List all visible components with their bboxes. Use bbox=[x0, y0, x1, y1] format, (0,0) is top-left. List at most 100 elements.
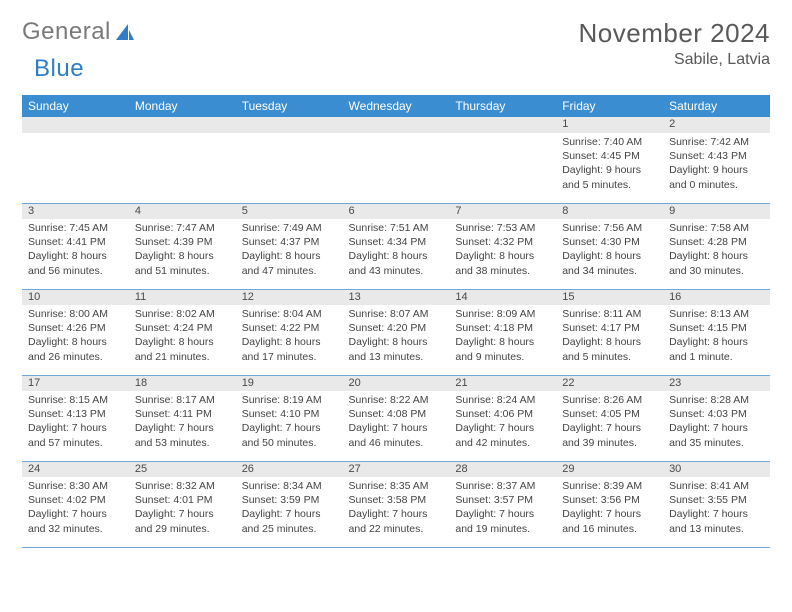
daylight-text: Daylight: 8 hours and 56 minutes. bbox=[28, 249, 123, 277]
daylight-text: Daylight: 8 hours and 9 minutes. bbox=[455, 335, 550, 363]
detail-cell: Sunrise: 8:19 AMSunset: 4:10 PMDaylight:… bbox=[236, 391, 343, 461]
col-sunday: Sunday bbox=[22, 95, 129, 117]
daylight-text: Daylight: 8 hours and 51 minutes. bbox=[135, 249, 230, 277]
sunset-text: Sunset: 4:05 PM bbox=[562, 407, 657, 421]
daynum-cell: 9 bbox=[663, 203, 770, 219]
daylight-text: Daylight: 7 hours and 57 minutes. bbox=[28, 421, 123, 449]
daylight-text: Daylight: 7 hours and 13 minutes. bbox=[669, 507, 764, 535]
sunset-text: Sunset: 3:59 PM bbox=[242, 493, 337, 507]
sunset-text: Sunset: 4:01 PM bbox=[135, 493, 230, 507]
detail-cell: Sunrise: 7:45 AMSunset: 4:41 PMDaylight:… bbox=[22, 219, 129, 289]
daylight-text: Daylight: 8 hours and 1 minute. bbox=[669, 335, 764, 363]
weekday-header-row: Sunday Monday Tuesday Wednesday Thursday… bbox=[22, 95, 770, 117]
detail-cell: Sunrise: 8:30 AMSunset: 4:02 PMDaylight:… bbox=[22, 477, 129, 547]
sunset-text: Sunset: 4:24 PM bbox=[135, 321, 230, 335]
sunset-text: Sunset: 3:58 PM bbox=[349, 493, 444, 507]
col-tuesday: Tuesday bbox=[236, 95, 343, 117]
daynum-cell: 30 bbox=[663, 461, 770, 477]
daylight-text: Daylight: 7 hours and 29 minutes. bbox=[135, 507, 230, 535]
daynum-cell bbox=[236, 117, 343, 133]
daylight-text: Daylight: 8 hours and 17 minutes. bbox=[242, 335, 337, 363]
sunrise-text: Sunrise: 8:04 AM bbox=[242, 307, 337, 321]
sunset-text: Sunset: 4:37 PM bbox=[242, 235, 337, 249]
daynum-cell: 6 bbox=[343, 203, 450, 219]
sunset-text: Sunset: 4:18 PM bbox=[455, 321, 550, 335]
daynum-cell: 14 bbox=[449, 289, 556, 305]
daynum-cell: 17 bbox=[22, 375, 129, 391]
daylight-text: Daylight: 7 hours and 39 minutes. bbox=[562, 421, 657, 449]
sunset-text: Sunset: 4:39 PM bbox=[135, 235, 230, 249]
daylight-text: Daylight: 7 hours and 19 minutes. bbox=[455, 507, 550, 535]
sunrise-text: Sunrise: 8:24 AM bbox=[455, 393, 550, 407]
detail-cell: Sunrise: 7:42 AMSunset: 4:43 PMDaylight:… bbox=[663, 133, 770, 203]
detail-cell: Sunrise: 7:58 AMSunset: 4:28 PMDaylight:… bbox=[663, 219, 770, 289]
daynum-cell: 25 bbox=[129, 461, 236, 477]
daynum-cell: 15 bbox=[556, 289, 663, 305]
daylight-text: Daylight: 7 hours and 16 minutes. bbox=[562, 507, 657, 535]
sunrise-text: Sunrise: 8:17 AM bbox=[135, 393, 230, 407]
daynum-cell: 5 bbox=[236, 203, 343, 219]
daynum-cell: 3 bbox=[22, 203, 129, 219]
location: Sabile, Latvia bbox=[579, 51, 771, 69]
daynum-cell bbox=[343, 117, 450, 133]
sunrise-text: Sunrise: 7:45 AM bbox=[28, 221, 123, 235]
daylight-text: Daylight: 7 hours and 25 minutes. bbox=[242, 507, 337, 535]
sunset-text: Sunset: 4:43 PM bbox=[669, 149, 764, 163]
sunset-text: Sunset: 4:11 PM bbox=[135, 407, 230, 421]
daylight-text: Daylight: 7 hours and 53 minutes. bbox=[135, 421, 230, 449]
daylight-text: Daylight: 7 hours and 42 minutes. bbox=[455, 421, 550, 449]
detail-cell: Sunrise: 7:47 AMSunset: 4:39 PMDaylight:… bbox=[129, 219, 236, 289]
sunrise-text: Sunrise: 7:49 AM bbox=[242, 221, 337, 235]
sunrise-text: Sunrise: 7:53 AM bbox=[455, 221, 550, 235]
sunrise-text: Sunrise: 8:39 AM bbox=[562, 479, 657, 493]
daynum-cell bbox=[129, 117, 236, 133]
detail-cell: Sunrise: 8:35 AMSunset: 3:58 PMDaylight:… bbox=[343, 477, 450, 547]
daynum-cell: 1 bbox=[556, 117, 663, 133]
daylight-text: Daylight: 8 hours and 34 minutes. bbox=[562, 249, 657, 277]
detail-cell: Sunrise: 8:28 AMSunset: 4:03 PMDaylight:… bbox=[663, 391, 770, 461]
sunrise-text: Sunrise: 8:34 AM bbox=[242, 479, 337, 493]
daylight-text: Daylight: 9 hours and 5 minutes. bbox=[562, 163, 657, 191]
week-3-details: Sunrise: 8:15 AMSunset: 4:13 PMDaylight:… bbox=[22, 391, 770, 461]
daylight-text: Daylight: 8 hours and 38 minutes. bbox=[455, 249, 550, 277]
detail-cell: Sunrise: 7:56 AMSunset: 4:30 PMDaylight:… bbox=[556, 219, 663, 289]
daynum-cell: 18 bbox=[129, 375, 236, 391]
sunset-text: Sunset: 3:55 PM bbox=[669, 493, 764, 507]
daynum-cell: 29 bbox=[556, 461, 663, 477]
detail-cell: Sunrise: 8:07 AMSunset: 4:20 PMDaylight:… bbox=[343, 305, 450, 375]
sunset-text: Sunset: 4:41 PM bbox=[28, 235, 123, 249]
sunrise-text: Sunrise: 7:47 AM bbox=[135, 221, 230, 235]
sunrise-text: Sunrise: 8:13 AM bbox=[669, 307, 764, 321]
daylight-text: Daylight: 7 hours and 22 minutes. bbox=[349, 507, 444, 535]
daynum-cell: 13 bbox=[343, 289, 450, 305]
sunset-text: Sunset: 4:02 PM bbox=[28, 493, 123, 507]
sunrise-text: Sunrise: 8:00 AM bbox=[28, 307, 123, 321]
sunrise-text: Sunrise: 7:58 AM bbox=[669, 221, 764, 235]
sunrise-text: Sunrise: 8:15 AM bbox=[28, 393, 123, 407]
daylight-text: Daylight: 9 hours and 0 minutes. bbox=[669, 163, 764, 191]
daynum-cell: 20 bbox=[343, 375, 450, 391]
sunrise-text: Sunrise: 8:09 AM bbox=[455, 307, 550, 321]
week-4-daynums: 24252627282930 bbox=[22, 461, 770, 477]
detail-cell: Sunrise: 7:51 AMSunset: 4:34 PMDaylight:… bbox=[343, 219, 450, 289]
daylight-text: Daylight: 7 hours and 46 minutes. bbox=[349, 421, 444, 449]
sunrise-text: Sunrise: 8:26 AM bbox=[562, 393, 657, 407]
logo-sail-icon bbox=[114, 22, 136, 42]
detail-cell bbox=[236, 133, 343, 203]
detail-cell: Sunrise: 8:13 AMSunset: 4:15 PMDaylight:… bbox=[663, 305, 770, 375]
detail-cell: Sunrise: 7:53 AMSunset: 4:32 PMDaylight:… bbox=[449, 219, 556, 289]
daynum-cell: 23 bbox=[663, 375, 770, 391]
sunrise-text: Sunrise: 7:40 AM bbox=[562, 135, 657, 149]
daylight-text: Daylight: 7 hours and 50 minutes. bbox=[242, 421, 337, 449]
daynum-cell: 11 bbox=[129, 289, 236, 305]
daynum-cell: 16 bbox=[663, 289, 770, 305]
sunrise-text: Sunrise: 8:37 AM bbox=[455, 479, 550, 493]
sunset-text: Sunset: 4:34 PM bbox=[349, 235, 444, 249]
detail-cell: Sunrise: 8:37 AMSunset: 3:57 PMDaylight:… bbox=[449, 477, 556, 547]
week-3-daynums: 17181920212223 bbox=[22, 375, 770, 391]
daynum-cell: 4 bbox=[129, 203, 236, 219]
sunset-text: Sunset: 4:32 PM bbox=[455, 235, 550, 249]
week-0-details: Sunrise: 7:40 AMSunset: 4:45 PMDaylight:… bbox=[22, 133, 770, 203]
week-2-daynums: 10111213141516 bbox=[22, 289, 770, 305]
daynum-cell: 19 bbox=[236, 375, 343, 391]
